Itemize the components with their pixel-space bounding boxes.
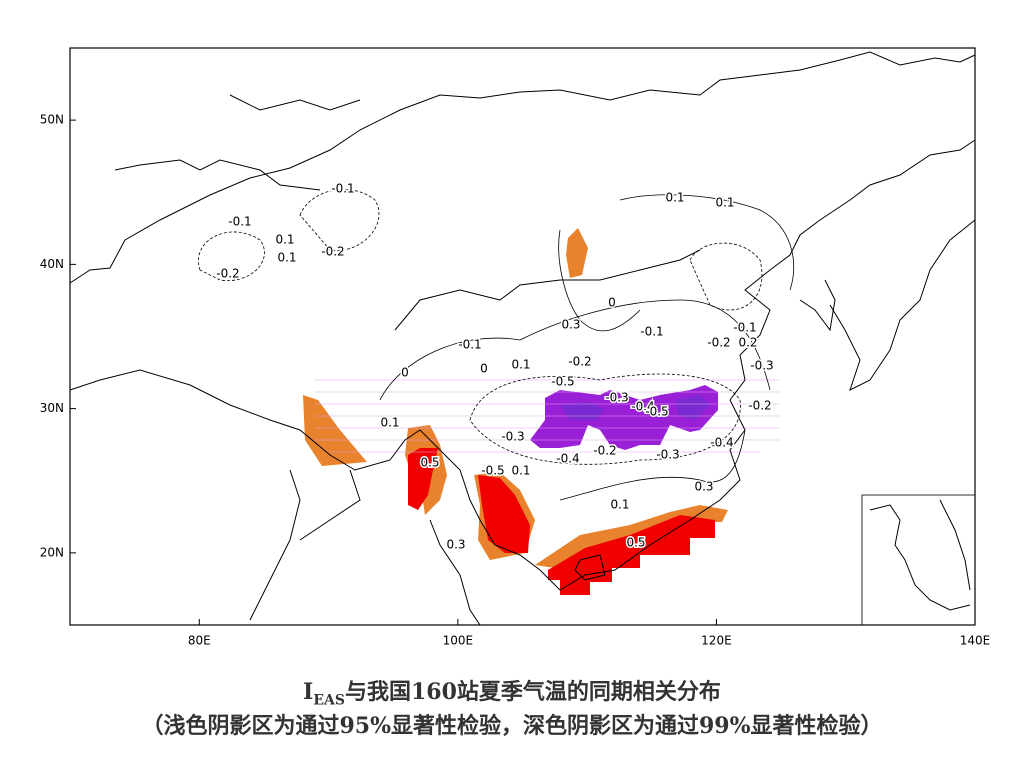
contour-label: 0.1 (511, 464, 530, 478)
contour-label: -0.3 (501, 430, 524, 444)
contour-label: -0.5 (481, 464, 504, 478)
contour-label: 0.1 (665, 191, 684, 205)
contour-label: -0.1 (640, 325, 663, 339)
contour-label: -0.2 (321, 245, 344, 259)
contour-label: -0.4 (631, 400, 654, 414)
contour-label: 0.1 (277, 251, 296, 265)
map-frame (69, 47, 976, 626)
contour-label: 0.3 (694, 480, 713, 494)
contour-label: 0.2 (738, 336, 757, 350)
contour-label: -0.4 (556, 452, 579, 466)
contour-label: -0.1 (733, 321, 756, 335)
contour-label: 0 (480, 362, 488, 376)
contour-label: -0.2 (748, 399, 771, 413)
contour-label: 0.1 (715, 196, 734, 210)
contour-label: -0.4 (710, 436, 733, 450)
contour-label: 0.5 (626, 536, 645, 550)
y-tick-label: 40N (40, 257, 64, 271)
contour-label: -0.5 (551, 375, 574, 389)
contour-label: -0.1 (331, 182, 354, 196)
grid-hatch (315, 379, 780, 453)
contour-label: -0.2 (593, 444, 616, 458)
contour-label: 0 (608, 296, 616, 310)
title-text: 与我国160站夏季气温的同期相关分布 (345, 679, 721, 705)
x-tick-label: 140E (960, 634, 991, 648)
y-tick-label: 30N (40, 401, 64, 415)
contour-label: -0.3 (605, 391, 628, 405)
contour-label: -0.3 (656, 448, 679, 462)
y-tick-label: 20N (40, 545, 64, 559)
contour-label: 0.1 (610, 498, 629, 512)
significance-shading (303, 228, 728, 595)
coastlines (69, 51, 976, 626)
contour-label: 0.1 (511, 358, 530, 372)
y-tick-label: 50N (40, 113, 64, 127)
contour-label: 0.5 (420, 456, 439, 470)
contour-label: -0.2 (707, 336, 730, 350)
contour-label: -0.2 (568, 355, 591, 369)
contour-label: -0.5 (645, 405, 668, 419)
map: 80E 100E 120E 140E 20N 30N 40N 50N -0.1 -0.1 0.1 -0… (40, 47, 991, 648)
contour-label: -0.2 (216, 267, 239, 281)
x-tick-label: 80E (188, 634, 211, 648)
caption-note: （浅色阴影区为通过95%显著性检验，深色阴影区为通过99%显著性检验） (141, 713, 883, 739)
title-subscript: EAS (313, 692, 345, 709)
contour-label: 0 (401, 366, 409, 380)
contour-label: -0.3 (750, 359, 773, 373)
contour-label: 0.1 (275, 233, 294, 247)
contour-label: -0.1 (228, 215, 251, 229)
contour-label: 0.1 (380, 416, 399, 430)
x-tick-label: 120E (701, 634, 732, 648)
contour-label: 0.3 (561, 318, 580, 332)
contours (198, 188, 795, 501)
contour-label: -0.1 (458, 338, 481, 352)
title-symbol: I (303, 679, 314, 705)
inset-box (861, 494, 976, 626)
caption-title: IEAS与我国160站夏季气温的同期相关分布 (0, 674, 1024, 708)
x-tick-label: 100E (443, 634, 474, 648)
contour-label: 0.3 (446, 538, 465, 552)
